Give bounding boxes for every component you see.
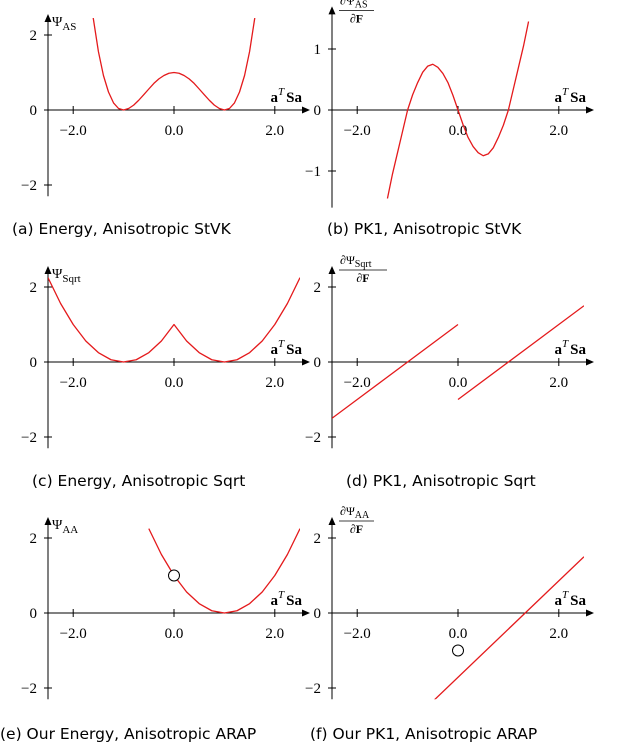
y-tick-label: 0	[30, 355, 38, 371]
x-tick-label: 2.0	[549, 123, 568, 139]
y-axis-arrow	[328, 6, 336, 15]
x-tick-label: −2.0	[344, 626, 371, 642]
x-tick-label: 0.0	[165, 375, 184, 391]
panel-caption: (a) Energy, Anisotropic StVK	[12, 220, 232, 238]
y-axis-label: ∂ΨAS∂F	[339, 0, 374, 25]
x-axis-label: aT Sa	[555, 338, 587, 358]
panel-c: −2.0 0.0 2.0 −2 0 2 aT Sa ΨSqrt (c) Energy, Aniso…	[21, 266, 310, 490]
series-line	[434, 556, 584, 700]
y-tick-label: 0	[314, 355, 322, 371]
series-line	[92, 18, 256, 111]
x-axis-label: aT Sa	[555, 589, 587, 609]
y-tick-label: 2	[30, 531, 38, 547]
y-axis-arrow	[44, 14, 52, 22]
series-line	[332, 323, 459, 419]
svg-text:∂ΨAA: ∂ΨAA	[340, 504, 370, 521]
x-axis-label: aT Sa	[555, 86, 587, 106]
x-axis-arrow	[302, 358, 310, 366]
x-tick-label: 2.0	[549, 375, 568, 391]
x-tick-label: 0.0	[165, 123, 184, 139]
y-tick-label: 0	[30, 606, 38, 622]
x-tick-label: −2.0	[344, 123, 371, 139]
y-tick-label: −1	[305, 164, 321, 180]
y-axis-label: ∂ΨSqrt∂F	[339, 253, 387, 285]
y-axis-label: ΨSqrt	[52, 267, 81, 285]
series-line	[457, 305, 584, 401]
y-tick-label: 2	[30, 28, 38, 44]
y-axis-arrow	[44, 266, 52, 274]
panel-caption: (d) PK1, Anisotropic Sqrt	[346, 472, 536, 490]
y-axis-arrow	[328, 517, 336, 525]
x-tick-label: 2.0	[265, 626, 284, 642]
y-tick-label: −2	[21, 681, 37, 697]
x-tick-label: −2.0	[60, 626, 87, 642]
y-tick-label: −2	[305, 681, 321, 697]
svg-text:∂ΨAS: ∂ΨAS	[340, 0, 368, 10]
x-axis-arrow	[302, 106, 310, 114]
x-axis-label: aT Sa	[271, 338, 303, 358]
y-tick-label: 2	[30, 280, 38, 296]
x-tick-label: 0.0	[449, 123, 468, 139]
x-axis-label: aT Sa	[271, 589, 303, 609]
panel-caption: (e) Our Energy, Anisotropic ARAP	[0, 725, 256, 743]
y-tick-label: −2	[21, 178, 37, 194]
y-tick-label: 0	[30, 103, 38, 119]
x-axis-arrow	[302, 609, 310, 617]
x-tick-label: −2.0	[60, 375, 87, 391]
panel-caption: (c) Energy, Anisotropic Sqrt	[32, 472, 245, 490]
data-point-marker	[452, 644, 464, 657]
x-axis-arrow	[586, 609, 594, 617]
x-tick-label: 0.0	[449, 626, 468, 642]
x-axis-arrow	[586, 106, 594, 114]
y-axis-label: ΨAA	[52, 518, 78, 536]
panel-e: −2.0 0.0 2.0 −2 0 2 aT Sa ΨAA (e) Our Energy, Ani…	[0, 517, 310, 743]
panel-caption: (b) PK1, Anisotropic StVK	[327, 220, 522, 238]
svg-text:∂F: ∂F	[350, 522, 363, 536]
x-axis-arrow	[586, 358, 594, 366]
y-tick-label: −2	[305, 430, 321, 446]
x-tick-label: 0.0	[165, 626, 184, 642]
x-tick-label: 2.0	[265, 123, 284, 139]
panel-a: −2.0 0.0 2.0 −2 0 2 aT Sa ΨAS (a) Energy, Anisotr…	[12, 14, 310, 238]
panel-d: −2.0 0.0 2.0 −2 0 2 aT Sa ∂ΨSqrt∂F (d) PK1, Aniso…	[305, 253, 594, 490]
x-axis-label: aT Sa	[271, 86, 303, 106]
svg-text:∂F: ∂F	[350, 11, 363, 25]
y-axis-label: ΨAS	[52, 15, 76, 33]
svg-text:∂ΨSqrt: ∂ΨSqrt	[340, 253, 372, 270]
x-tick-label: 0.0	[449, 375, 468, 391]
series-line	[386, 21, 530, 199]
y-tick-label: 1	[314, 42, 322, 58]
series-line	[48, 277, 300, 363]
x-tick-label: 2.0	[549, 626, 568, 642]
x-tick-label: −2.0	[60, 123, 87, 139]
panel-b: −2.0 0.0 2.0 −1 0 1 aT Sa ∂ΨAS∂F (b) PK1, Anisotr…	[305, 0, 594, 238]
data-point-marker	[168, 569, 180, 582]
panel-caption: (f) Our PK1, Anisotropic ARAP	[310, 725, 537, 743]
y-axis-label: ∂ΨAA∂F	[339, 504, 374, 536]
y-axis-arrow	[328, 266, 336, 274]
y-axis-arrow	[44, 517, 52, 525]
y-tick-label: −2	[21, 430, 37, 446]
x-tick-label: −2.0	[344, 375, 371, 391]
y-tick-label: 0	[314, 103, 322, 119]
panel-f: −2.0 0.0 2.0 −2 0 2 aT Sa ∂ΨAA∂F (f) Our PK1, Ani…	[305, 504, 594, 743]
y-tick-label: 2	[314, 280, 322, 296]
x-tick-label: 2.0	[265, 375, 284, 391]
y-tick-label: 0	[314, 606, 322, 622]
y-tick-label: 2	[314, 531, 322, 547]
svg-text:∂F: ∂F	[356, 271, 369, 285]
